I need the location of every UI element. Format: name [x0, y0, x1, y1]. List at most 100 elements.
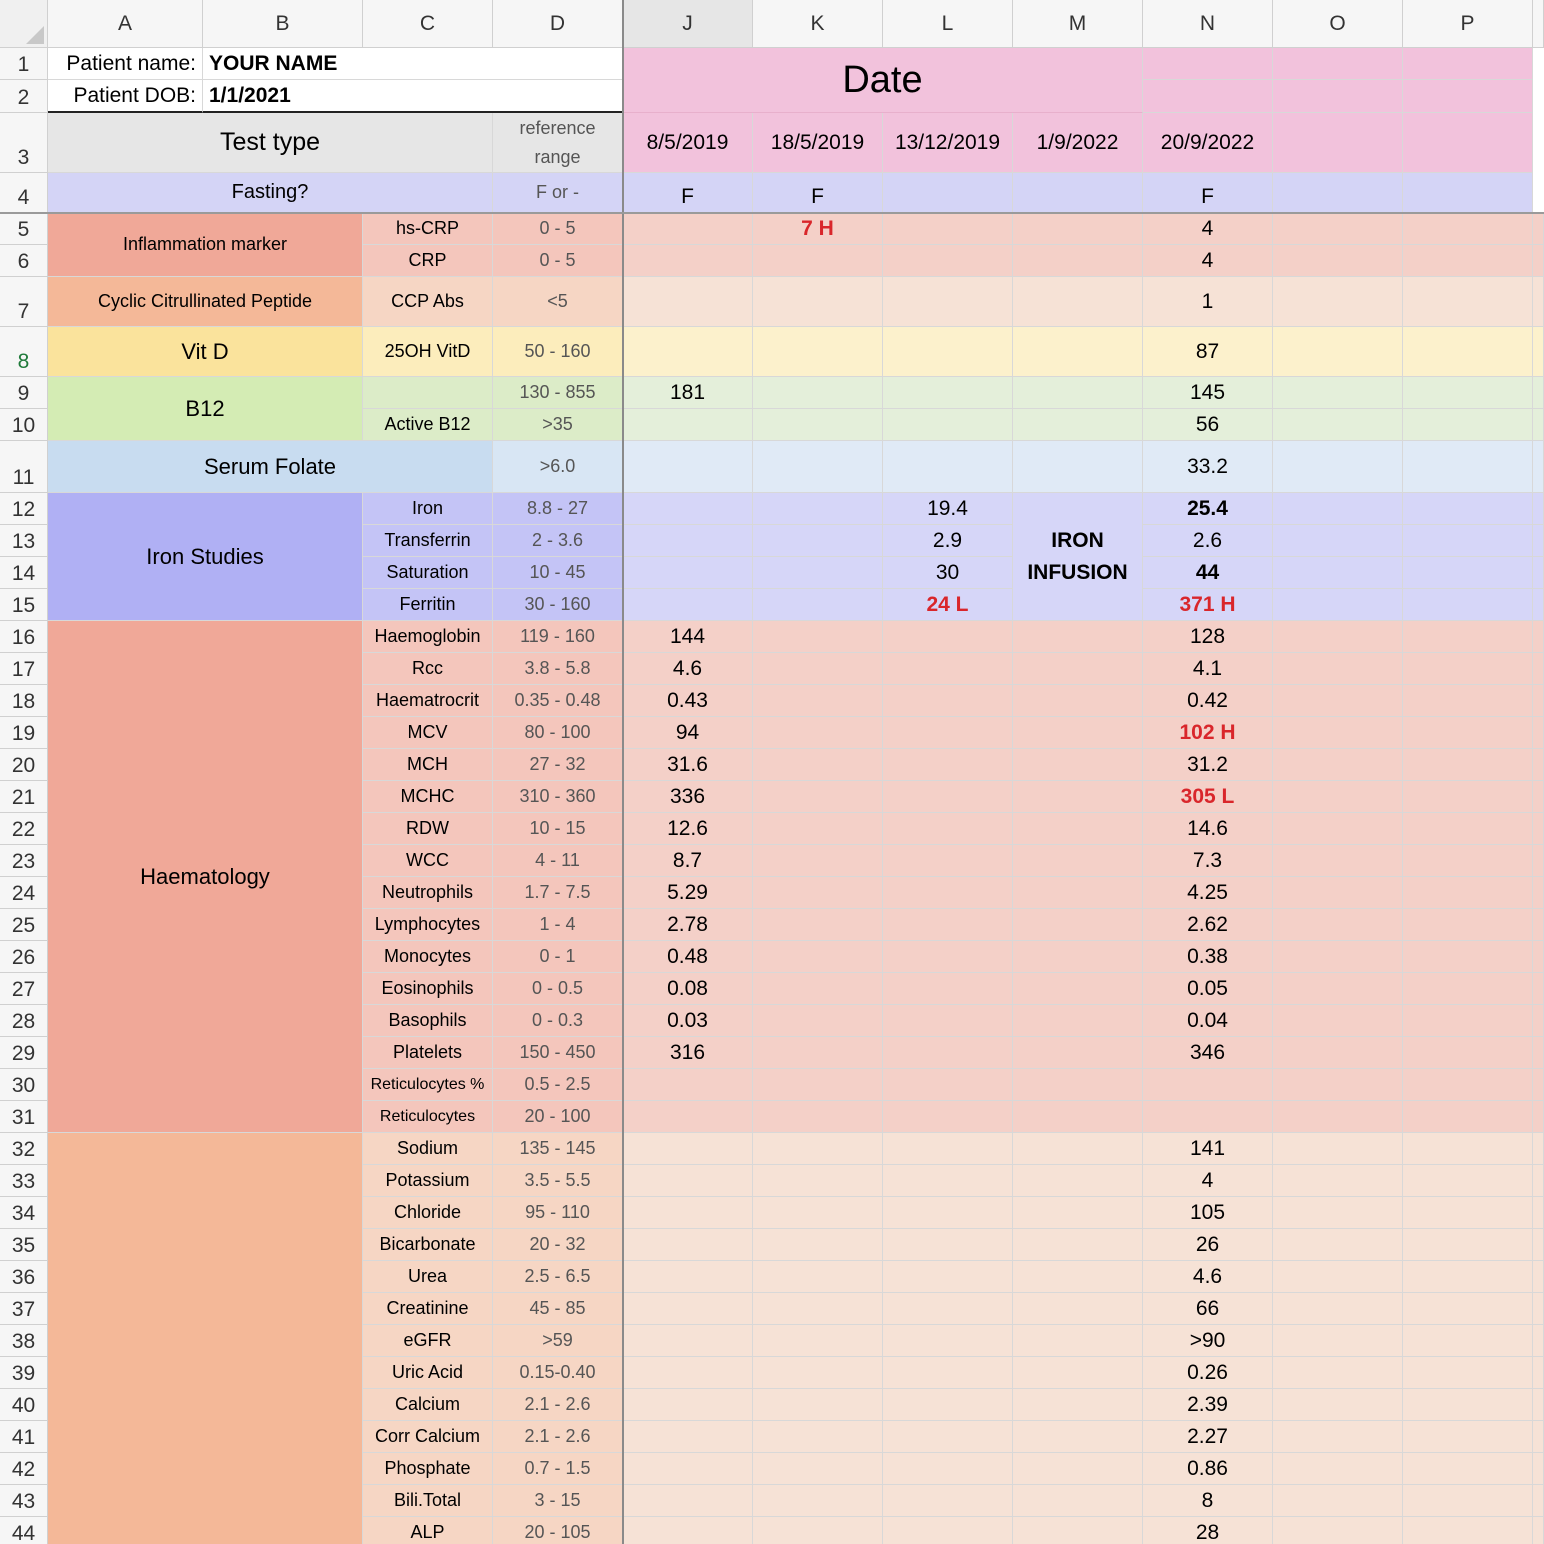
reference-range[interactable]: 8.8 - 27 [493, 493, 623, 525]
result-value[interactable] [883, 621, 1013, 653]
result-value[interactable] [883, 1229, 1013, 1261]
reference-range[interactable]: 45 - 85 [493, 1293, 623, 1325]
result-empty[interactable] [1273, 813, 1403, 845]
test-name[interactable]: Corr Calcium [363, 1421, 493, 1453]
result-empty[interactable] [1273, 377, 1403, 409]
test-name[interactable]: Reticulocytes [363, 1101, 493, 1133]
result-value[interactable]: 0.08 [623, 973, 753, 1005]
result-empty[interactable] [1403, 441, 1533, 493]
result-value[interactable] [1013, 441, 1143, 493]
result-empty[interactable] [1533, 1293, 1544, 1325]
result-empty[interactable] [1403, 1453, 1533, 1485]
result-value[interactable] [1013, 1197, 1143, 1229]
group-label-iron-studies[interactable]: Iron Studies [48, 493, 363, 621]
result-value[interactable]: 44 [1143, 557, 1273, 589]
result-empty[interactable] [1273, 1389, 1403, 1421]
row-header-6[interactable]: 6 [0, 245, 48, 277]
result-value[interactable] [623, 213, 753, 245]
result-empty[interactable] [1403, 493, 1533, 525]
result-value[interactable] [1013, 813, 1143, 845]
row-header-34[interactable]: 34 [0, 1197, 48, 1229]
result-value[interactable] [753, 1485, 883, 1517]
result-value[interactable]: 26 [1143, 1229, 1273, 1261]
result-value[interactable] [753, 845, 883, 877]
result-value[interactable] [1143, 1069, 1273, 1101]
result-value[interactable] [753, 1325, 883, 1357]
result-value[interactable] [1013, 749, 1143, 781]
result-empty[interactable] [1403, 1229, 1533, 1261]
result-value[interactable] [1013, 685, 1143, 717]
result-empty[interactable] [1273, 557, 1403, 589]
row-header-27[interactable]: 27 [0, 973, 48, 1005]
result-value[interactable]: 371 H [1143, 589, 1273, 621]
result-value[interactable] [1013, 1421, 1143, 1453]
result-value[interactable] [883, 1005, 1013, 1037]
reference-range[interactable]: 0 - 0.3 [493, 1005, 623, 1037]
result-empty[interactable] [1533, 781, 1544, 813]
result-empty[interactable] [1403, 685, 1533, 717]
result-empty[interactable] [1403, 277, 1533, 327]
row-header-33[interactable]: 33 [0, 1165, 48, 1197]
result-empty[interactable] [1273, 973, 1403, 1005]
result-value[interactable] [753, 717, 883, 749]
result-value[interactable]: 102 H [1143, 717, 1273, 749]
fasting-value[interactable] [1403, 173, 1533, 213]
row-header-13[interactable]: 13 [0, 525, 48, 557]
result-value[interactable]: 7 H [753, 213, 883, 245]
row-header-7[interactable]: 7 [0, 277, 48, 327]
reference-range[interactable]: 10 - 45 [493, 557, 623, 589]
result-value[interactable] [623, 1485, 753, 1517]
test-name[interactable]: Monocytes [363, 941, 493, 973]
result-empty[interactable] [1533, 1421, 1544, 1453]
result-value[interactable] [1013, 1453, 1143, 1485]
result-value[interactable]: 1 [1143, 277, 1273, 327]
result-value[interactable]: 305 L [1143, 781, 1273, 813]
result-empty[interactable] [1533, 941, 1544, 973]
reference-range[interactable]: 80 - 100 [493, 717, 623, 749]
result-empty[interactable] [1273, 1101, 1403, 1133]
result-value[interactable] [623, 1069, 753, 1101]
result-value[interactable] [753, 1133, 883, 1165]
result-empty[interactable] [1273, 409, 1403, 441]
result-empty[interactable] [1533, 877, 1544, 909]
result-value[interactable] [753, 1453, 883, 1485]
test-name[interactable]: Bicarbonate [363, 1229, 493, 1261]
date-cell[interactable]: 8/5/2019 [623, 113, 753, 173]
result-value[interactable]: 2.62 [1143, 909, 1273, 941]
result-empty[interactable] [1403, 409, 1533, 441]
result-value[interactable]: 4.1 [1143, 653, 1273, 685]
result-value[interactable]: 8.7 [623, 845, 753, 877]
result-value[interactable]: 0.03 [623, 1005, 753, 1037]
result-value[interactable]: 2.9 [883, 525, 1013, 557]
result-empty[interactable] [1403, 877, 1533, 909]
result-value[interactable] [883, 781, 1013, 813]
result-value[interactable] [1013, 1005, 1143, 1037]
result-value[interactable] [753, 277, 883, 327]
test-name[interactable]: Calcium [363, 1389, 493, 1421]
result-empty[interactable] [1533, 813, 1544, 845]
result-value[interactable] [753, 749, 883, 781]
result-value[interactable]: 316 [623, 1037, 753, 1069]
result-value[interactable] [623, 1421, 753, 1453]
reference-range[interactable]: 0 - 0.5 [493, 973, 623, 1005]
result-empty[interactable] [1273, 1069, 1403, 1101]
date-cell-empty[interactable] [1273, 113, 1403, 173]
test-type-header[interactable]: Test type [48, 113, 493, 173]
group-label-serum-folate[interactable]: Serum Folate [48, 441, 493, 493]
result-value[interactable]: 0.48 [623, 941, 753, 973]
result-empty[interactable] [1403, 1037, 1533, 1069]
row-header-8[interactable]: 8 [0, 327, 48, 377]
result-value[interactable]: 141 [1143, 1133, 1273, 1165]
result-value[interactable] [1013, 1261, 1143, 1293]
result-value[interactable] [883, 1037, 1013, 1069]
result-value[interactable] [753, 621, 883, 653]
reference-range[interactable]: >6.0 [493, 441, 623, 493]
reference-range[interactable]: 30 - 160 [493, 589, 623, 621]
result-empty[interactable] [1273, 1485, 1403, 1517]
row-header-15[interactable]: 15 [0, 589, 48, 621]
result-value[interactable] [753, 781, 883, 813]
result-value[interactable] [883, 1165, 1013, 1197]
result-value[interactable] [883, 1197, 1013, 1229]
result-value[interactable] [753, 1517, 883, 1544]
row-header-24[interactable]: 24 [0, 877, 48, 909]
